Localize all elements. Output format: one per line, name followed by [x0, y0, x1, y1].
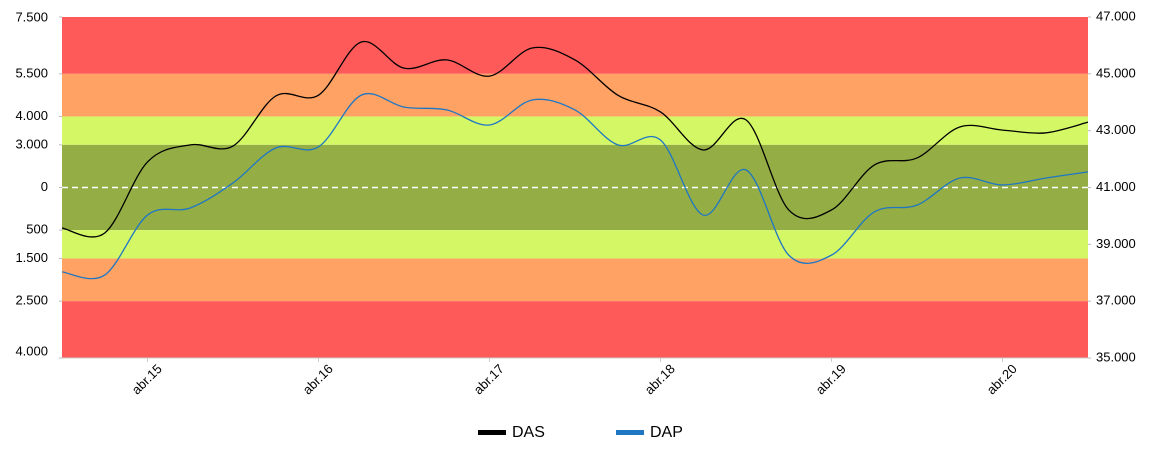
y2-tick-label: 39.000 — [1096, 236, 1136, 251]
y2-tick-label: 45.000 — [1096, 65, 1136, 80]
lines — [61, 41, 1089, 280]
y2-tick-label: 47.000 — [1096, 8, 1136, 23]
series-line — [61, 93, 1089, 280]
x-tick-label: abr.18 — [642, 361, 678, 397]
legend-label: DAS — [512, 424, 545, 441]
legend-swatch — [616, 430, 644, 435]
y-tick-label: 7.500 — [15, 9, 48, 24]
x-tick-label: abr.20 — [984, 361, 1020, 397]
band — [62, 116, 1088, 145]
y2-tick-label: 43.000 — [1096, 122, 1136, 137]
y-tick-label: 1.500 — [15, 250, 48, 265]
y-tick-label: 0 — [41, 179, 48, 194]
band — [62, 301, 1088, 358]
y-tick-label: 2.500 — [15, 293, 48, 308]
series-line — [61, 41, 1089, 238]
y2-tick-label: 35.000 — [1096, 349, 1136, 364]
legend-label: DAP — [650, 424, 683, 441]
x-tick-label: abr.15 — [129, 361, 165, 397]
band — [62, 230, 1088, 259]
x-tick-label: abr.17 — [471, 361, 507, 397]
x-tick-label: abr.16 — [300, 361, 336, 397]
x-tick-label: abr.19 — [813, 361, 849, 397]
band — [62, 258, 1088, 302]
y-tick-label: 5.500 — [15, 65, 48, 80]
y-tick-label: 4.000 — [15, 108, 48, 123]
y-tick-label: 500 — [26, 222, 48, 237]
band — [62, 17, 1088, 74]
bands — [62, 17, 1088, 358]
y2-tick-label: 41.000 — [1096, 179, 1136, 194]
legend-swatch — [478, 430, 506, 435]
y-tick-label: 4.000 — [15, 343, 48, 358]
y-tick-label: 3.000 — [15, 136, 48, 151]
y2-tick-label: 37.000 — [1096, 293, 1136, 308]
